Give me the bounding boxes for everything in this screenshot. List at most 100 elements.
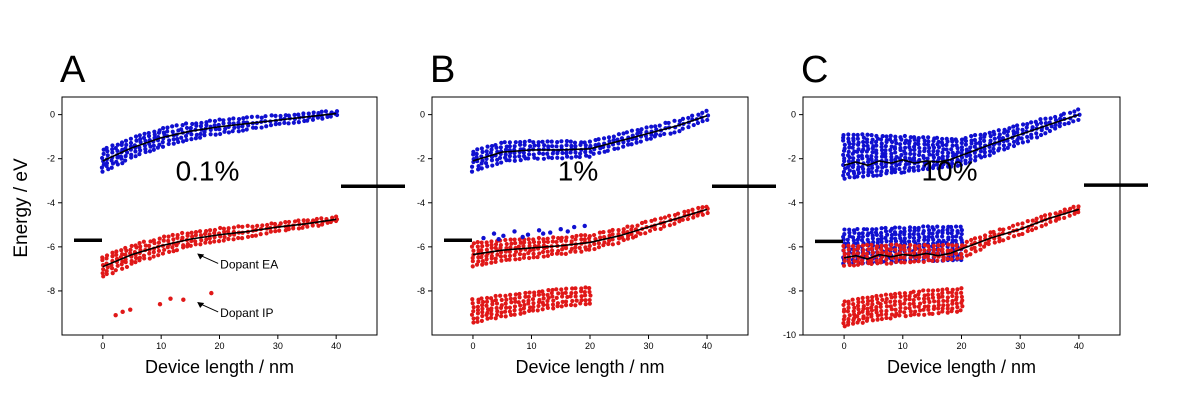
- data-point: [898, 294, 903, 299]
- data-point: [903, 313, 908, 319]
- data-point: [704, 108, 709, 113]
- data-point: [851, 251, 856, 256]
- data-point: [489, 315, 494, 320]
- data-point: [861, 227, 866, 232]
- x-tick-label: 10: [526, 341, 536, 351]
- data-point: [189, 230, 194, 235]
- data-point: [677, 118, 682, 124]
- data-point: [232, 125, 237, 130]
- data-point: [489, 143, 495, 149]
- data-point: [161, 238, 166, 243]
- data-point: [104, 253, 110, 258]
- data-point: [475, 244, 480, 249]
- dopant-ip-point: [120, 309, 125, 315]
- data-point: [955, 150, 960, 155]
- data-point: [972, 236, 978, 241]
- data-point: [498, 254, 504, 259]
- data-point: [199, 238, 204, 243]
- data-point: [147, 256, 152, 261]
- data-point: [846, 159, 851, 164]
- y-axis-label: Energy / eV: [11, 158, 32, 258]
- data-point: [690, 207, 695, 212]
- data-point: [700, 119, 705, 124]
- data-point: [944, 147, 949, 152]
- data-point: [181, 243, 186, 248]
- data-point: [945, 298, 950, 304]
- data-point: [573, 286, 578, 291]
- data-point: [521, 154, 527, 159]
- data-point: [960, 298, 965, 303]
- data-point: [644, 137, 649, 142]
- data-point: [672, 130, 677, 135]
- panel-letter: B: [430, 49, 455, 91]
- data-point: [927, 247, 932, 252]
- data-point: [705, 210, 710, 216]
- data-point: [870, 250, 875, 255]
- data-point: [535, 156, 540, 161]
- data-point: [250, 233, 255, 239]
- data-point: [847, 313, 852, 318]
- data-point: [1062, 121, 1067, 127]
- data-point: [597, 150, 602, 155]
- dopant-ip-point: [209, 290, 214, 296]
- data-point: [1020, 221, 1025, 226]
- data-point: [841, 321, 846, 326]
- data-point: [611, 134, 616, 139]
- data-point: [856, 234, 861, 240]
- data-point: [578, 301, 583, 306]
- data-point: [912, 135, 917, 140]
- data-point: [498, 243, 503, 248]
- data-point: [950, 306, 955, 311]
- data-point: [124, 142, 129, 148]
- data-point: [503, 314, 508, 319]
- data-point: [865, 143, 870, 149]
- data-point: [926, 258, 931, 263]
- data-point: [846, 136, 851, 141]
- data-point: [476, 167, 481, 172]
- data-point: [898, 142, 903, 147]
- data-point: [944, 287, 950, 292]
- data-point: [296, 218, 301, 223]
- data-point: [569, 155, 574, 160]
- data-point: [621, 140, 626, 145]
- data-point: [588, 293, 593, 298]
- data-point: [936, 247, 941, 252]
- data-point: [954, 143, 959, 148]
- data-point: [193, 136, 198, 141]
- data-point: [978, 149, 983, 154]
- data-point: [263, 114, 268, 119]
- data-point: [479, 255, 484, 260]
- data-point: [911, 165, 916, 170]
- data-point: [930, 292, 935, 297]
- data-point: [982, 132, 988, 137]
- data-point: [305, 118, 310, 123]
- data-point: [1015, 127, 1020, 132]
- data-point: [610, 232, 615, 237]
- data-point: [860, 132, 865, 137]
- data-point: [639, 127, 644, 132]
- data-point: [625, 224, 630, 229]
- data-point: [875, 237, 881, 242]
- data-point: [1002, 147, 1007, 152]
- data-point: [605, 148, 610, 153]
- data-point: [869, 170, 874, 175]
- data-point: [527, 152, 532, 157]
- data-point: [484, 295, 490, 301]
- data-point: [633, 234, 638, 239]
- data-point: [493, 259, 498, 265]
- data-point: [884, 304, 890, 309]
- data-point: [856, 310, 862, 316]
- data-point: [680, 116, 686, 121]
- data-point: [550, 144, 555, 149]
- data-point: [507, 305, 513, 310]
- data-point: [193, 229, 199, 235]
- data-point: [494, 312, 500, 317]
- data-point: [865, 237, 870, 242]
- data-point: [330, 215, 335, 220]
- data-point: [922, 312, 927, 317]
- data-point: [512, 312, 517, 317]
- data-point: [189, 132, 194, 137]
- y-tick-label: -8: [788, 286, 796, 296]
- data-point: [610, 242, 615, 247]
- data-point: [526, 237, 531, 242]
